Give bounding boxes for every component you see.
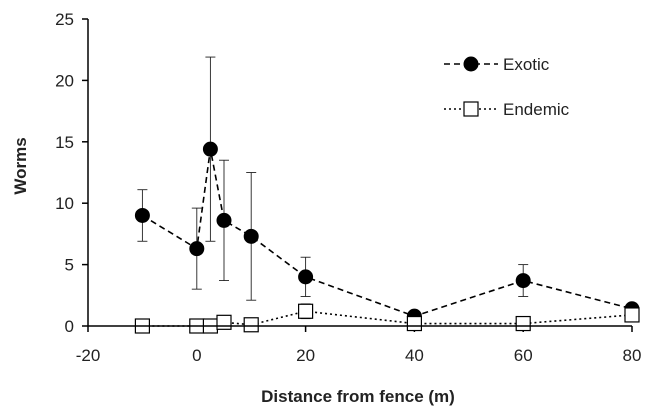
x-tick-label: -20: [76, 346, 101, 365]
y-tick-label: 25: [55, 10, 74, 29]
y-tick-label: 15: [55, 133, 74, 152]
x-tick-label: 0: [192, 346, 201, 365]
legend-label-exotic: Exotic: [503, 55, 550, 74]
legend: Exotic Endemic: [444, 55, 570, 119]
x-axis-ticks: -20 0 20 40 60 80: [76, 326, 642, 365]
data-point-exotic: [515, 273, 531, 289]
x-axis-title: Distance from fence (m): [261, 387, 455, 406]
legend-item-endemic: Endemic: [444, 100, 570, 119]
x-tick-label: 80: [623, 346, 642, 365]
data-point-endemic: [298, 303, 314, 319]
data-point-endemic: [406, 315, 422, 332]
data-point-exotic: [189, 241, 205, 257]
x-tick-label: 20: [296, 346, 315, 365]
x-tick-label: 60: [514, 346, 533, 365]
data-point-exotic: [134, 207, 150, 223]
data-point-endemic: [243, 317, 259, 333]
error-bars: [137, 56, 529, 320]
legend-marker-exotic: [463, 56, 479, 72]
y-axis-ticks: 0 5 10 15 20 25: [55, 10, 88, 336]
series-line-exotic: [141, 149, 633, 318]
series-markers: [134, 141, 640, 334]
data-point-exotic: [216, 212, 232, 228]
y-tick-label: 10: [55, 194, 74, 213]
y-tick-label: 0: [65, 317, 74, 336]
x-tick-label: 40: [405, 346, 424, 365]
data-point-exotic: [243, 228, 259, 244]
data-point-endemic: [216, 314, 232, 330]
series-lines: [141, 149, 633, 327]
data-point-exotic: [298, 269, 314, 285]
y-tick-label: 5: [65, 256, 74, 275]
data-point-endemic: [624, 307, 640, 323]
legend-marker-endemic: [463, 101, 479, 117]
y-axis-title: Worms: [11, 137, 30, 194]
data-point-endemic: [515, 315, 531, 332]
legend-label-endemic: Endemic: [503, 100, 570, 119]
legend-item-exotic: Exotic: [444, 55, 550, 74]
data-point-exotic: [202, 141, 218, 157]
y-tick-label: 20: [55, 71, 74, 90]
